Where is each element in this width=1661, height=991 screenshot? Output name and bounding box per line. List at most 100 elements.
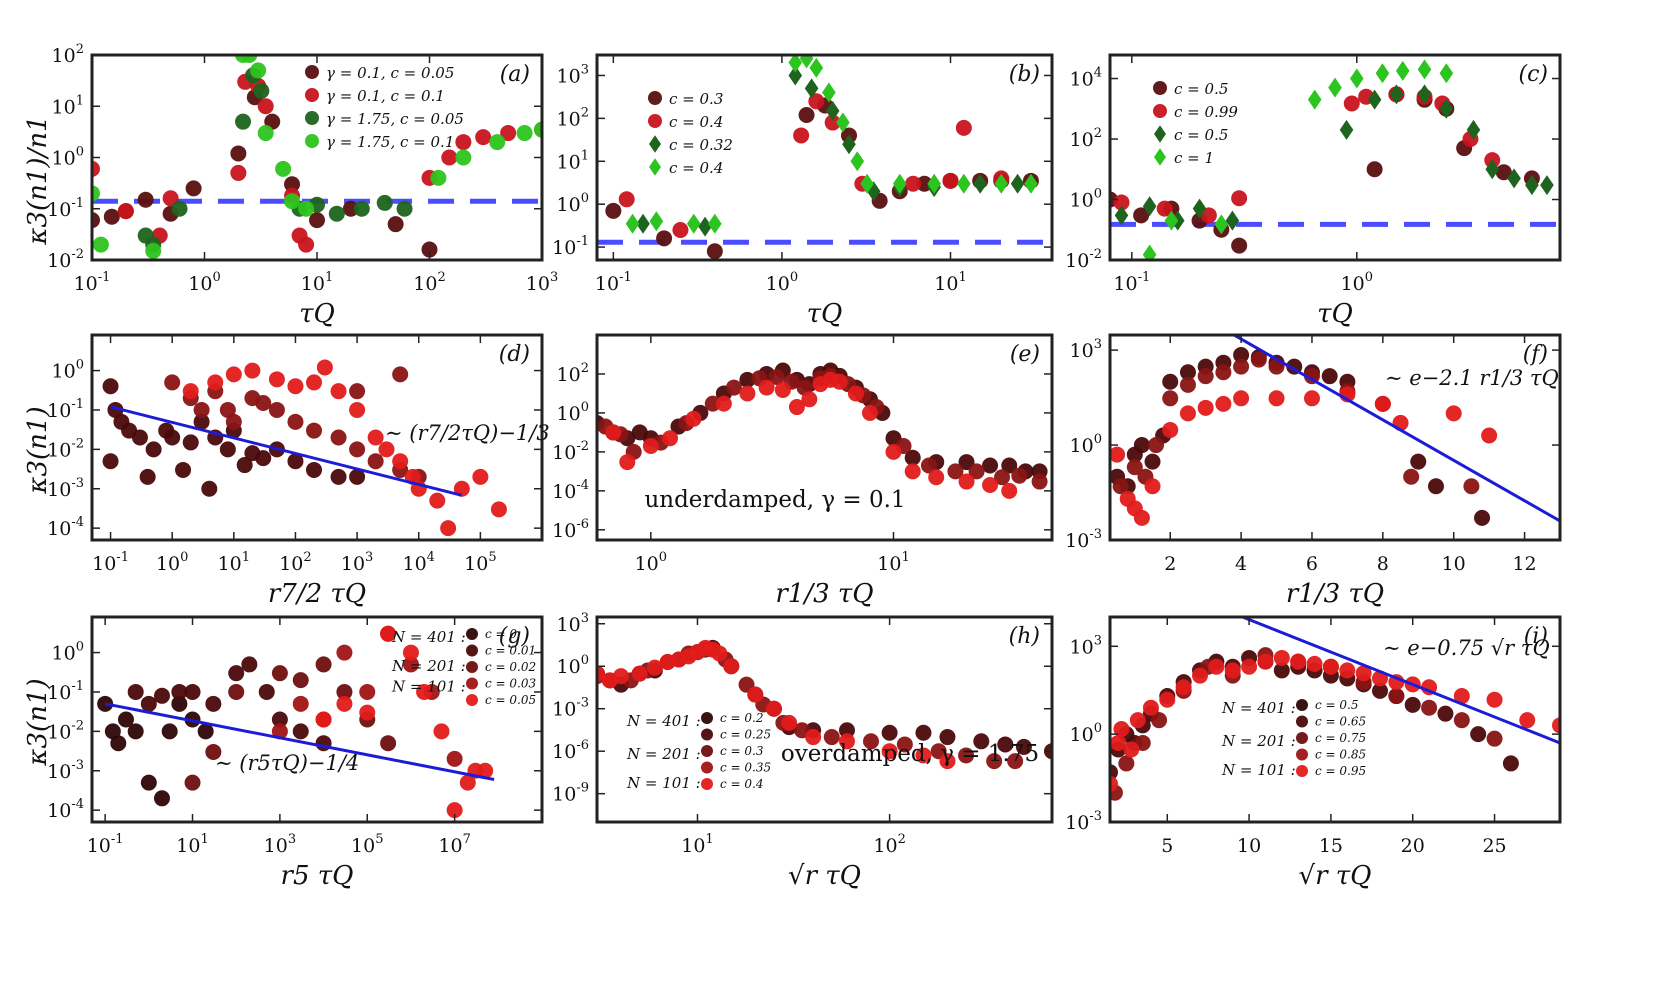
y-tick-label: 102: [52, 42, 84, 67]
data-point: [892, 173, 907, 194]
data-point: [861, 404, 878, 421]
fit-annotation: ∼ (r5τQ)−1/4: [215, 751, 359, 775]
fit-annotation: ∼ (r7/2τQ)−1/3: [385, 421, 550, 445]
x-tick-label: 101: [176, 832, 208, 857]
legend-marker: [1296, 748, 1308, 761]
x-axis-label: τQ: [1317, 299, 1353, 329]
x-tick-label: 105: [351, 832, 383, 857]
data-point: [1110, 446, 1126, 463]
series-3: [182, 359, 507, 537]
data-point: [788, 399, 805, 416]
data-point: [1474, 509, 1491, 526]
data-point: [219, 441, 236, 458]
data-point: [268, 401, 285, 418]
x-tick-label: 103: [264, 832, 296, 857]
data-point: [1485, 159, 1500, 180]
data-point: [1481, 427, 1498, 444]
data-point: [1179, 405, 1196, 422]
data-point: [309, 212, 325, 229]
data-point: [287, 413, 304, 430]
legend-entry: c = 0.4: [669, 159, 723, 177]
data-point: [1179, 376, 1196, 393]
y-tick-label: 103: [1070, 337, 1102, 362]
data-point: [349, 383, 366, 400]
data-point: [672, 222, 689, 239]
panel-label: (h): [1009, 624, 1040, 649]
data-point: [1192, 667, 1208, 684]
data-point: [1233, 358, 1250, 375]
data-point: [392, 453, 409, 470]
y-tick-label: 102: [557, 105, 589, 130]
series-3: [1110, 386, 1498, 526]
data-point: [292, 695, 309, 712]
y-tick-label: 101: [557, 148, 589, 173]
regime-annotation: underdamped, γ = 0.1: [644, 487, 905, 513]
data-point: [1339, 119, 1354, 140]
y-tick-label: 100: [1070, 721, 1102, 746]
series-3: [1110, 649, 1560, 792]
data-point: [805, 729, 822, 746]
legend-entry: c = 0.65: [1315, 715, 1366, 729]
data-point: [378, 441, 395, 458]
data-point: [298, 200, 315, 217]
panel-label: (d): [499, 342, 530, 367]
data-point: [127, 683, 144, 700]
data-point: [723, 658, 740, 675]
data-point: [1142, 699, 1159, 716]
x-tick-label: 10-1: [1113, 270, 1150, 295]
data-point: [225, 366, 242, 383]
data-point: [1112, 478, 1129, 495]
series-3: [1114, 84, 1554, 231]
data-point: [793, 127, 810, 144]
data-point: [330, 383, 347, 400]
data-point: [1486, 730, 1503, 747]
data-point: [1151, 712, 1168, 729]
panel-i: 5 10 15 20 25 10-3 100 103 √r τQ (i) N = 401 : c = …: [1065, 615, 1562, 891]
data-point: [1159, 691, 1176, 708]
panel-d: 10-1 100 101 102 103 104 105 10-4 10-3 10-2 10-1 10…: [47, 333, 550, 609]
y-tick-label: 10-1: [47, 196, 84, 221]
data-point: [765, 700, 782, 717]
data-point: [475, 129, 492, 146]
data-point: [1113, 720, 1130, 737]
series-4: [625, 55, 1038, 234]
data-point: [387, 216, 404, 233]
data-point: [799, 55, 814, 69]
panel-c-data: [1110, 59, 1560, 260]
data-point: [292, 672, 309, 689]
panel-b-data: [597, 55, 1052, 260]
data-point: [271, 711, 288, 728]
data-point: [1439, 63, 1454, 84]
legend-marker: [701, 745, 713, 757]
data-point: [1215, 364, 1232, 381]
data-point: [185, 180, 202, 197]
legend-marker: [1154, 125, 1166, 143]
data-point: [402, 656, 419, 673]
data-point: [1375, 63, 1390, 84]
data-point: [228, 665, 245, 682]
y-tick-label: 10-6: [552, 517, 589, 542]
legend-marker: [1153, 81, 1167, 95]
legend-marker: [1296, 699, 1308, 711]
data-point: [255, 450, 272, 467]
data-point: [429, 492, 446, 509]
y-tick-label: 100: [557, 653, 589, 678]
x-axis-label: r5 τQ: [281, 861, 354, 891]
data-point: [1306, 655, 1323, 672]
panel-e: 100 101 10-6 10-4 10-2 100 102 r1/3 τQ (e) underd…: [552, 333, 1054, 609]
legend: c = 0.3 c = 0.4 c = 0.32 c = 0.4: [648, 90, 733, 177]
data-point: [1001, 457, 1018, 474]
legend-entry: c = 0.4: [720, 777, 764, 791]
panel-label: (b): [1009, 62, 1040, 87]
data-point: [102, 378, 119, 395]
x-tick-label: 2: [1164, 553, 1176, 575]
panel-d-data: [102, 359, 507, 537]
data-point: [1502, 755, 1519, 772]
y-tick-label: 10-4: [552, 478, 589, 503]
data-point: [915, 747, 932, 764]
data-point: [625, 213, 640, 234]
data-point: [1303, 390, 1320, 407]
data-point: [958, 454, 975, 471]
data-point: [982, 457, 999, 474]
